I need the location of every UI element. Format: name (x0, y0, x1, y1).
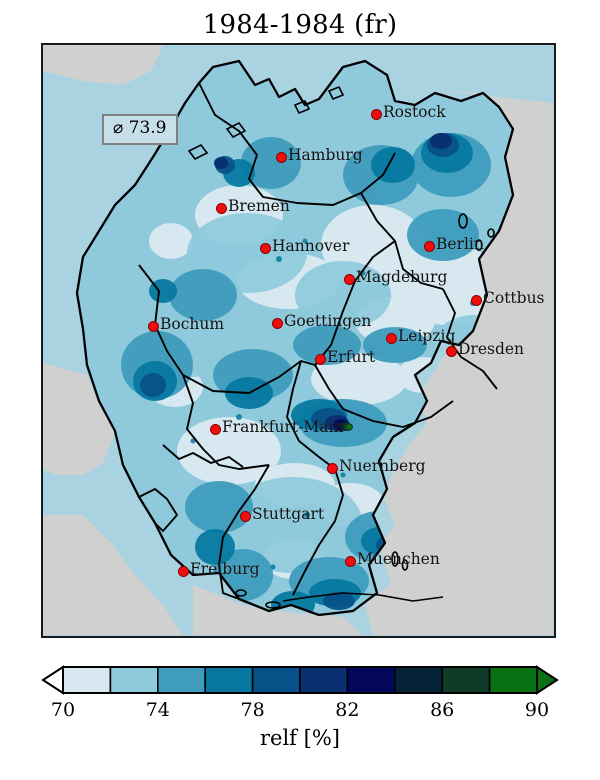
city-label: Leipzig (398, 327, 456, 345)
city-dot-icon (386, 333, 397, 344)
city-dot-icon (276, 152, 287, 163)
city-dot-icon (216, 203, 227, 214)
colorbar-tick-label: 74 (145, 699, 170, 721)
national-border (75, 59, 515, 617)
colorbar-segment[interactable] (157, 666, 207, 694)
colorbar-outline (62, 666, 538, 694)
colorbar-segment[interactable] (109, 666, 159, 694)
neighbour-land (43, 45, 553, 635)
city-dot-icon (260, 243, 271, 254)
city-dot-icon (471, 295, 482, 306)
colorbar-segment[interactable] (62, 666, 112, 694)
city-label: Erfurt (327, 348, 376, 366)
colorbar-tick-labels: 70 74 78 82 86 90 (41, 699, 559, 725)
colorbar[interactable]: 70 74 78 82 86 90 (41, 663, 559, 721)
colorbar-tick-label: 70 (50, 699, 76, 721)
city-dot-icon (178, 566, 189, 577)
city-label: Muenchen (357, 550, 440, 568)
city-dot-icon (148, 321, 159, 332)
city-label: Magdeburg (356, 268, 448, 286)
city-dot-icon (446, 346, 457, 357)
colorbar-axis-label: relf [%] (260, 726, 340, 750)
colorbar-segment[interactable] (393, 666, 443, 694)
colorbar-over-arrow (536, 665, 559, 695)
colorbar-tick-label: 90 (524, 699, 550, 721)
city-label: Berlin (436, 235, 484, 253)
city-label: Cottbus (483, 289, 545, 307)
city-dot-icon (371, 109, 382, 120)
city-dot-icon (327, 463, 338, 474)
colorbar-tick-label: 86 (430, 699, 455, 721)
city-dot-icon (344, 274, 355, 285)
map-axes: ⌀ 73.9 (41, 43, 556, 638)
city-label: Nuernberg (339, 457, 426, 475)
colorbar-tick-label: 82 (335, 699, 360, 721)
city-label: Rostock (383, 103, 446, 121)
max-value-patch (343, 423, 353, 431)
colorbar-segment[interactable] (441, 666, 491, 694)
city-label: Hannover (272, 237, 350, 255)
city-dot-icon (272, 318, 283, 329)
city-dot-icon (424, 241, 435, 252)
city-label: Goettingen (284, 312, 372, 330)
domain-mean-annotation: ⌀ 73.9 (102, 114, 178, 145)
city-label: Dresden (458, 340, 525, 358)
city-dot-icon (210, 424, 221, 435)
city-dot-icon (240, 511, 251, 522)
colorbar-segment[interactable] (488, 666, 538, 694)
colorbar-tick-label: 78 (240, 699, 265, 721)
colorbar-segment[interactable] (204, 666, 254, 694)
state-borders (138, 82, 498, 602)
city-label: Stuttgart (252, 505, 325, 523)
city-label: Bochum (160, 315, 225, 333)
colorbar-segment[interactable] (251, 666, 301, 694)
city-dot-icon (315, 354, 326, 365)
city-label: Freiburg (190, 560, 260, 578)
colorbar-swatches (41, 665, 559, 695)
city-label: Frankfurt-Main (222, 418, 344, 436)
city-label: Hamburg (288, 146, 363, 164)
colorbar-under-arrow (41, 665, 64, 695)
city-label: Bremen (228, 197, 290, 215)
page-title: 1984-1984 (fr) (202, 10, 398, 40)
colorbar-segment[interactable] (346, 666, 396, 694)
city-dot-icon (345, 556, 356, 567)
islands-and-lakes (187, 85, 495, 609)
colorbar-segment[interactable] (299, 666, 349, 694)
